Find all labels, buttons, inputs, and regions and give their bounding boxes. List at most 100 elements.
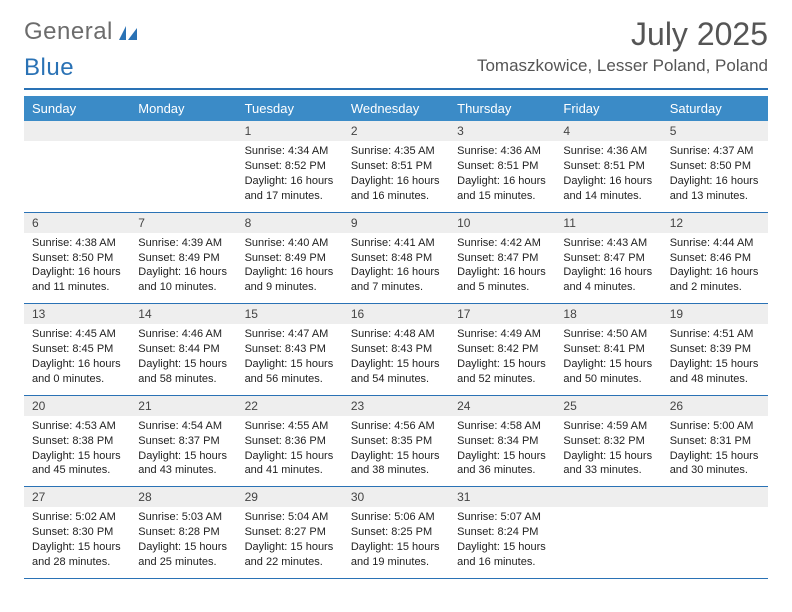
day-details: Sunrise: 4:50 AMSunset: 8:41 PMDaylight:… bbox=[555, 324, 661, 394]
sunset-text: Sunset: 8:28 PM bbox=[138, 525, 228, 540]
sunrise-text: Sunrise: 4:44 AM bbox=[670, 236, 760, 251]
day-number: 5 bbox=[662, 121, 768, 141]
sunrise-text: Sunrise: 5:07 AM bbox=[457, 510, 547, 525]
month-title: July 2025 bbox=[477, 18, 768, 50]
day-details bbox=[24, 141, 130, 206]
daylight-text: Daylight: 15 hours and 28 minutes. bbox=[32, 540, 122, 570]
calendar-cell bbox=[662, 487, 768, 579]
daylight-text: Daylight: 15 hours and 33 minutes. bbox=[563, 449, 653, 479]
calendar-cell bbox=[130, 121, 236, 212]
sunrise-text: Sunrise: 4:55 AM bbox=[245, 419, 335, 434]
daylight-text: Daylight: 16 hours and 4 minutes. bbox=[563, 265, 653, 295]
calendar-week-row: 1Sunrise: 4:34 AMSunset: 8:52 PMDaylight… bbox=[24, 121, 768, 212]
day-number: 14 bbox=[130, 304, 236, 324]
brand-word-1: General bbox=[24, 18, 113, 46]
daylight-text: Daylight: 16 hours and 16 minutes. bbox=[351, 174, 441, 204]
sunset-text: Sunset: 8:35 PM bbox=[351, 434, 441, 449]
daylight-text: Daylight: 16 hours and 2 minutes. bbox=[670, 265, 760, 295]
sunset-text: Sunset: 8:49 PM bbox=[245, 251, 335, 266]
title-block: July 2025 Tomaszkowice, Lesser Poland, P… bbox=[477, 18, 768, 76]
calendar-cell: 14Sunrise: 4:46 AMSunset: 8:44 PMDayligh… bbox=[130, 304, 236, 396]
sunset-text: Sunset: 8:46 PM bbox=[670, 251, 760, 266]
calendar-cell: 16Sunrise: 4:48 AMSunset: 8:43 PMDayligh… bbox=[343, 304, 449, 396]
calendar-cell: 21Sunrise: 4:54 AMSunset: 8:37 PMDayligh… bbox=[130, 395, 236, 487]
day-number: 30 bbox=[343, 487, 449, 507]
sunrise-text: Sunrise: 4:41 AM bbox=[351, 236, 441, 251]
day-details: Sunrise: 5:07 AMSunset: 8:24 PMDaylight:… bbox=[449, 507, 555, 577]
sunrise-text: Sunrise: 4:36 AM bbox=[457, 144, 547, 159]
calendar-cell: 31Sunrise: 5:07 AMSunset: 8:24 PMDayligh… bbox=[449, 487, 555, 579]
day-details: Sunrise: 4:49 AMSunset: 8:42 PMDaylight:… bbox=[449, 324, 555, 394]
day-number: 10 bbox=[449, 213, 555, 233]
day-number: 28 bbox=[130, 487, 236, 507]
day-header: Saturday bbox=[662, 96, 768, 121]
calendar-cell: 6Sunrise: 4:38 AMSunset: 8:50 PMDaylight… bbox=[24, 212, 130, 304]
day-details bbox=[662, 507, 768, 572]
daylight-text: Daylight: 16 hours and 0 minutes. bbox=[32, 357, 122, 387]
daylight-text: Daylight: 16 hours and 13 minutes. bbox=[670, 174, 760, 204]
sunset-text: Sunset: 8:48 PM bbox=[351, 251, 441, 266]
sunset-text: Sunset: 8:30 PM bbox=[32, 525, 122, 540]
calendar-cell: 2Sunrise: 4:35 AMSunset: 8:51 PMDaylight… bbox=[343, 121, 449, 212]
day-details: Sunrise: 5:00 AMSunset: 8:31 PMDaylight:… bbox=[662, 416, 768, 486]
daylight-text: Daylight: 15 hours and 36 minutes. bbox=[457, 449, 547, 479]
day-number: 11 bbox=[555, 213, 661, 233]
day-header-row: Sunday Monday Tuesday Wednesday Thursday… bbox=[24, 96, 768, 121]
sunrise-text: Sunrise: 5:06 AM bbox=[351, 510, 441, 525]
daylight-text: Daylight: 16 hours and 9 minutes. bbox=[245, 265, 335, 295]
sunset-text: Sunset: 8:50 PM bbox=[32, 251, 122, 266]
brand-word-2: Blue bbox=[24, 54, 74, 82]
sunset-text: Sunset: 8:34 PM bbox=[457, 434, 547, 449]
daylight-text: Daylight: 15 hours and 54 minutes. bbox=[351, 357, 441, 387]
sunset-text: Sunset: 8:37 PM bbox=[138, 434, 228, 449]
day-details: Sunrise: 4:54 AMSunset: 8:37 PMDaylight:… bbox=[130, 416, 236, 486]
day-details: Sunrise: 4:47 AMSunset: 8:43 PMDaylight:… bbox=[237, 324, 343, 394]
sunset-text: Sunset: 8:36 PM bbox=[245, 434, 335, 449]
day-details: Sunrise: 4:46 AMSunset: 8:44 PMDaylight:… bbox=[130, 324, 236, 394]
day-details: Sunrise: 5:03 AMSunset: 8:28 PMDaylight:… bbox=[130, 507, 236, 577]
sunrise-text: Sunrise: 4:49 AM bbox=[457, 327, 547, 342]
daylight-text: Daylight: 16 hours and 7 minutes. bbox=[351, 265, 441, 295]
sunrise-text: Sunrise: 5:03 AM bbox=[138, 510, 228, 525]
day-number: 4 bbox=[555, 121, 661, 141]
sunset-text: Sunset: 8:51 PM bbox=[457, 159, 547, 174]
daylight-text: Daylight: 16 hours and 14 minutes. bbox=[563, 174, 653, 204]
day-number: 18 bbox=[555, 304, 661, 324]
daylight-text: Daylight: 15 hours and 25 minutes. bbox=[138, 540, 228, 570]
daylight-text: Daylight: 15 hours and 52 minutes. bbox=[457, 357, 547, 387]
day-number: 9 bbox=[343, 213, 449, 233]
brand-sails-icon bbox=[117, 24, 139, 42]
day-details: Sunrise: 5:04 AMSunset: 8:27 PMDaylight:… bbox=[237, 507, 343, 577]
sunrise-text: Sunrise: 4:34 AM bbox=[245, 144, 335, 159]
calendar-cell: 26Sunrise: 5:00 AMSunset: 8:31 PMDayligh… bbox=[662, 395, 768, 487]
sunrise-text: Sunrise: 4:56 AM bbox=[351, 419, 441, 434]
day-details bbox=[555, 507, 661, 572]
day-header: Friday bbox=[555, 96, 661, 121]
brand-logo: General bbox=[24, 18, 143, 46]
sunrise-text: Sunrise: 5:04 AM bbox=[245, 510, 335, 525]
calendar-cell: 29Sunrise: 5:04 AMSunset: 8:27 PMDayligh… bbox=[237, 487, 343, 579]
sunset-text: Sunset: 8:27 PM bbox=[245, 525, 335, 540]
day-header: Sunday bbox=[24, 96, 130, 121]
day-details: Sunrise: 4:37 AMSunset: 8:50 PMDaylight:… bbox=[662, 141, 768, 211]
day-details: Sunrise: 4:53 AMSunset: 8:38 PMDaylight:… bbox=[24, 416, 130, 486]
day-number: 12 bbox=[662, 213, 768, 233]
calendar-table: Sunday Monday Tuesday Wednesday Thursday… bbox=[24, 96, 768, 579]
sunrise-text: Sunrise: 4:45 AM bbox=[32, 327, 122, 342]
day-details: Sunrise: 4:40 AMSunset: 8:49 PMDaylight:… bbox=[237, 233, 343, 303]
daylight-text: Daylight: 15 hours and 56 minutes. bbox=[245, 357, 335, 387]
sunrise-text: Sunrise: 4:54 AM bbox=[138, 419, 228, 434]
day-details: Sunrise: 4:55 AMSunset: 8:36 PMDaylight:… bbox=[237, 416, 343, 486]
daylight-text: Daylight: 15 hours and 19 minutes. bbox=[351, 540, 441, 570]
daylight-text: Daylight: 15 hours and 30 minutes. bbox=[670, 449, 760, 479]
day-number: 21 bbox=[130, 396, 236, 416]
day-number: 19 bbox=[662, 304, 768, 324]
calendar-cell: 5Sunrise: 4:37 AMSunset: 8:50 PMDaylight… bbox=[662, 121, 768, 212]
sunset-text: Sunset: 8:50 PM bbox=[670, 159, 760, 174]
sunset-text: Sunset: 8:43 PM bbox=[245, 342, 335, 357]
sunset-text: Sunset: 8:47 PM bbox=[457, 251, 547, 266]
day-details: Sunrise: 4:43 AMSunset: 8:47 PMDaylight:… bbox=[555, 233, 661, 303]
daylight-text: Daylight: 15 hours and 45 minutes. bbox=[32, 449, 122, 479]
daylight-text: Daylight: 15 hours and 38 minutes. bbox=[351, 449, 441, 479]
day-number: 6 bbox=[24, 213, 130, 233]
